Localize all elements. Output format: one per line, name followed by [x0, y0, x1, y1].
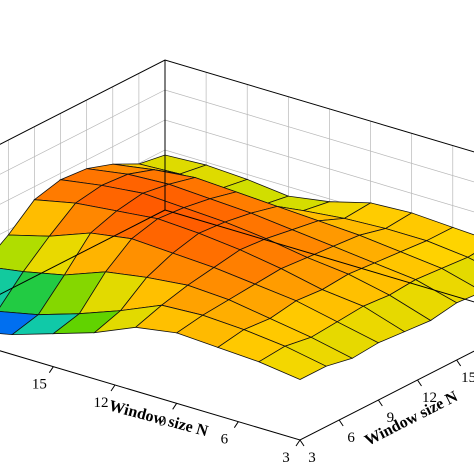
x-tick-label: 15 [32, 377, 47, 393]
y-tick-label: 9 [387, 410, 395, 426]
back-edge [0, 209, 166, 295]
x-tick-mark [172, 403, 178, 410]
back-edge [164, 209, 474, 303]
y-axis-label: Window size N [362, 388, 461, 450]
x-axis-label: Window size N [107, 397, 210, 440]
y-tick-mark [299, 439, 305, 447]
tick-labels: 3691215183691215 [32, 359, 474, 466]
x-tick-mark [233, 421, 239, 428]
x-tick-label: 12 [94, 395, 109, 411]
surface-cell [466, 253, 474, 261]
x-tick-label: 9 [159, 413, 167, 429]
y-tick-label: 6 [347, 430, 355, 446]
y-tick-mark [377, 399, 383, 407]
y-tick-mark [338, 419, 344, 427]
surface-cell [258, 345, 327, 380]
x-tick-mark [295, 439, 301, 447]
y-tick-mark [456, 359, 462, 367]
y-tick-mark [417, 379, 422, 387]
x-tick-mark [110, 384, 116, 392]
top-edge [0, 59, 474, 153]
surface [0, 154, 474, 380]
x-tick-mark [48, 366, 54, 373]
x-tick-label: 3 [282, 450, 290, 466]
y-tick-label: 15 [461, 370, 474, 386]
x-tick-label: 6 [221, 432, 229, 448]
y-tick-label: 12 [422, 390, 437, 406]
y-tick-label: 3 [308, 450, 316, 466]
